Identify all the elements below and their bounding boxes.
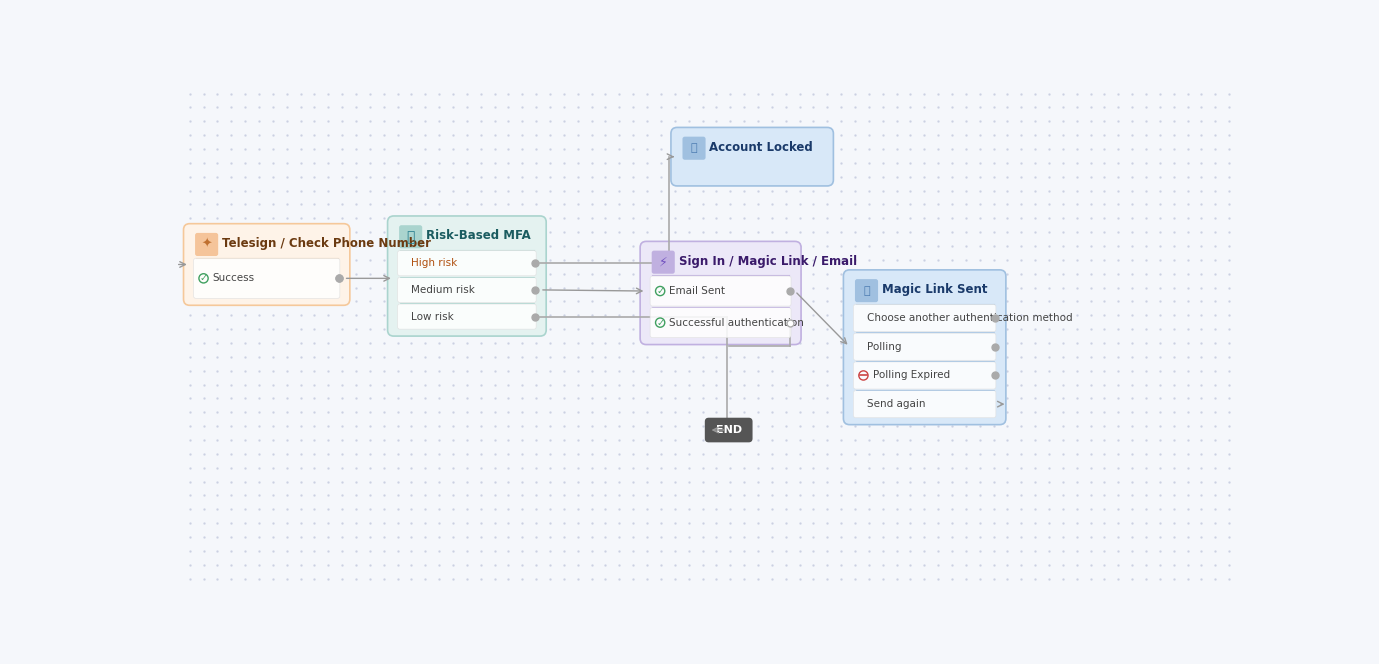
FancyBboxPatch shape bbox=[397, 304, 536, 329]
Text: Low risk: Low risk bbox=[411, 311, 454, 321]
FancyBboxPatch shape bbox=[652, 250, 674, 274]
Text: Account Locked: Account Locked bbox=[709, 141, 814, 154]
FancyBboxPatch shape bbox=[387, 216, 546, 336]
FancyBboxPatch shape bbox=[193, 258, 339, 298]
FancyBboxPatch shape bbox=[194, 233, 218, 256]
Text: Polling: Polling bbox=[866, 342, 900, 352]
Text: Risk-Based MFA: Risk-Based MFA bbox=[426, 230, 531, 242]
Text: ⚡: ⚡ bbox=[659, 256, 667, 269]
Text: Success: Success bbox=[212, 274, 255, 284]
Text: ✓: ✓ bbox=[656, 286, 665, 296]
Text: Successful authentication: Successful authentication bbox=[669, 317, 804, 327]
Text: Polling Expired: Polling Expired bbox=[873, 371, 950, 380]
Text: Email Sent: Email Sent bbox=[669, 286, 725, 296]
Text: ✓: ✓ bbox=[656, 317, 665, 327]
FancyBboxPatch shape bbox=[854, 390, 996, 418]
Text: ⬜: ⬜ bbox=[691, 143, 698, 153]
Text: Choose another authentication method: Choose another authentication method bbox=[866, 313, 1071, 323]
Text: END: END bbox=[716, 425, 742, 435]
FancyBboxPatch shape bbox=[854, 362, 996, 389]
Text: ⑂: ⑂ bbox=[407, 230, 415, 244]
FancyBboxPatch shape bbox=[854, 305, 996, 331]
FancyBboxPatch shape bbox=[650, 307, 792, 337]
Text: High risk: High risk bbox=[411, 258, 456, 268]
Text: Telesign / Check Phone Number: Telesign / Check Phone Number bbox=[222, 237, 432, 250]
FancyBboxPatch shape bbox=[650, 276, 792, 306]
Text: Sign In / Magic Link / Email: Sign In / Magic Link / Email bbox=[678, 255, 856, 268]
FancyBboxPatch shape bbox=[705, 418, 753, 442]
FancyBboxPatch shape bbox=[183, 224, 350, 305]
FancyBboxPatch shape bbox=[397, 250, 536, 276]
Text: Medium risk: Medium risk bbox=[411, 285, 474, 295]
FancyBboxPatch shape bbox=[399, 225, 422, 248]
Text: ✦: ✦ bbox=[201, 238, 212, 251]
FancyBboxPatch shape bbox=[855, 279, 878, 302]
FancyBboxPatch shape bbox=[683, 137, 706, 160]
FancyBboxPatch shape bbox=[854, 333, 996, 361]
FancyBboxPatch shape bbox=[397, 278, 536, 303]
FancyBboxPatch shape bbox=[640, 242, 801, 345]
FancyBboxPatch shape bbox=[672, 127, 833, 186]
Text: ✓: ✓ bbox=[200, 274, 208, 284]
FancyBboxPatch shape bbox=[844, 270, 1005, 425]
Text: Send again: Send again bbox=[866, 399, 925, 409]
Text: Magic Link Sent: Magic Link Sent bbox=[883, 284, 987, 296]
Text: ⬜: ⬜ bbox=[863, 286, 870, 295]
